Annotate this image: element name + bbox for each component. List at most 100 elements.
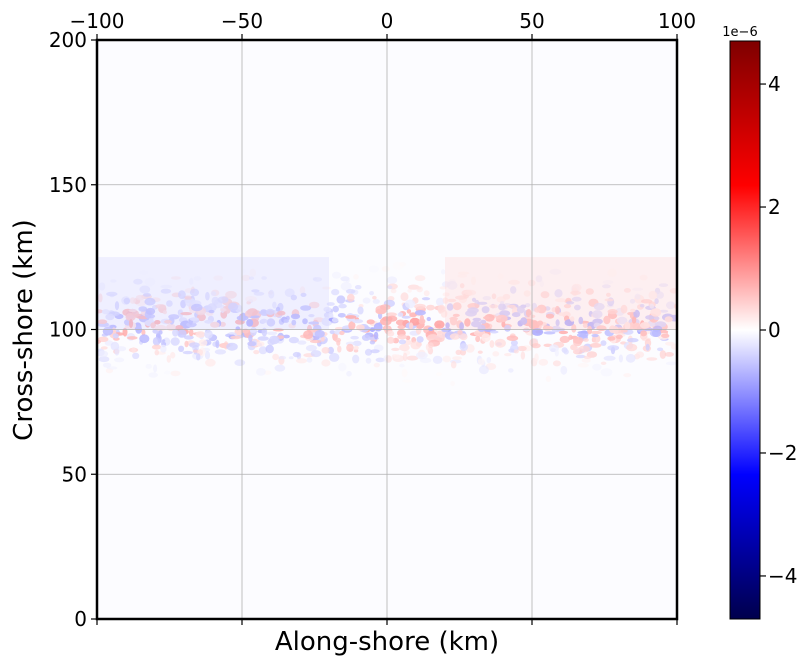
field-cell [669,288,677,294]
field-cell [357,306,364,315]
field-cell [627,338,639,343]
field-cell [563,304,572,309]
field-cell [399,344,410,352]
field-cell [300,305,312,311]
field-cell [153,364,158,373]
field-cell [97,309,103,314]
field-cell [112,333,119,339]
field-cell [114,347,120,356]
field-cell [215,339,220,349]
field-cell [336,340,341,346]
field-cell [439,286,447,290]
field-cell [640,330,647,337]
field-cell [467,303,480,309]
field-cell [508,348,515,353]
field-cell [506,335,519,342]
field-cell [399,363,405,368]
field-cell [589,343,602,348]
field-cell [160,284,173,289]
field-cell [416,336,424,343]
field-cell [386,276,398,284]
field-cell [117,346,127,352]
field-cell [164,319,172,324]
field-cell [306,357,313,363]
field-cell [102,362,112,368]
field-cell [272,301,277,309]
field-cell [391,347,400,351]
field-cell [632,287,644,291]
field-cell [151,344,162,350]
field-cell [497,273,504,280]
field-cell [188,328,194,337]
field-cell [427,327,434,331]
x-tick-label-3: 50 [519,9,544,33]
field-cell [585,288,594,295]
field-cell [648,290,658,300]
field-cell [208,309,215,314]
y-axis-title: Cross-shore (km) [9,219,39,441]
field-cell [144,277,156,287]
field-cell [635,351,645,358]
field-cell [414,275,426,282]
field-cell [459,283,465,289]
field-cell [447,298,457,303]
field-cell [154,349,160,356]
field-cell [620,304,628,314]
field-cell [354,285,362,290]
field-cell [492,351,500,357]
field-cell [353,345,359,351]
field-cell [525,303,531,308]
field-cell [457,330,463,335]
field-cell [386,336,395,344]
field-cell [452,302,462,311]
field-cell [350,335,359,340]
field-cell [189,288,200,297]
field-cell [640,322,650,329]
field-cell [592,363,602,371]
y-tick-label-1: 50 [62,462,87,486]
field-cell [228,302,239,311]
field-cell [507,304,516,308]
field-cell [624,321,631,330]
field-cell [177,329,187,338]
field-cell [135,294,145,301]
field-cell [426,304,435,311]
field-cell [607,309,618,315]
field-cell [195,331,206,338]
field-cell [226,342,238,351]
field-cell [102,326,114,336]
field-cell [106,291,118,297]
field-cell [645,315,655,320]
field-cell [148,372,158,378]
field-cell [309,339,322,344]
field-cell [540,291,550,299]
y-tick-label-4: 200 [49,28,87,52]
field-cell [288,356,294,360]
field-cell [131,347,136,354]
field-cell [640,299,653,304]
field-cell [483,316,490,320]
field-cell [655,291,665,299]
field-cell [607,268,617,277]
field-cell [606,292,611,297]
field-cell [204,319,214,324]
field-cell [450,380,455,387]
field-cell [189,317,199,321]
field-cell [639,274,648,281]
heatmap-field [97,257,677,387]
field-cell [401,368,408,378]
field-cell [170,276,181,280]
field-cell [369,291,374,296]
field-cell [423,290,430,297]
field-cell [517,345,527,352]
field-cell [511,312,521,318]
field-cell [400,292,409,302]
field-cell [573,346,580,354]
field-cell [583,355,592,359]
field-cell [138,306,148,312]
field-cell [602,284,611,289]
field-cell [563,349,569,355]
field-cell [189,277,194,285]
field-cell [241,274,251,281]
field-cell [132,352,140,359]
